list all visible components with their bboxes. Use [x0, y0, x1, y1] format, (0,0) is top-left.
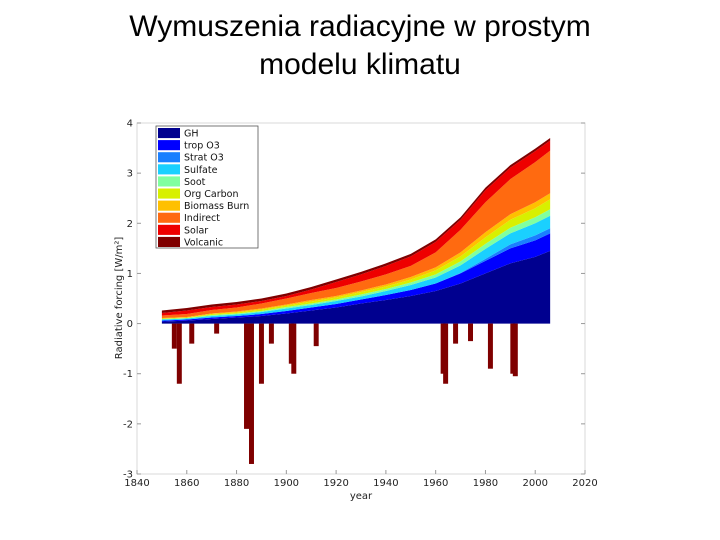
- series-area-indirect: [161, 150, 551, 319]
- series-area-org-carbon: [161, 199, 551, 320]
- legend-swatch: [158, 224, 180, 235]
- x-tick-label: 1940: [373, 478, 398, 489]
- x-tick-label: 1980: [473, 478, 498, 489]
- legend-label: GH: [184, 129, 199, 140]
- legend-label: Solar: [184, 225, 208, 236]
- slide-title: Wymuszenia radiacyjne w prostym modelu k…: [129, 10, 591, 81]
- plot-area: [161, 138, 551, 464]
- legend-swatch: [158, 128, 180, 139]
- legend-label: Sulfate: [184, 165, 218, 176]
- volcanic-spike: [189, 323, 195, 344]
- x-tick-label: 1880: [224, 478, 249, 489]
- volcanic-spike: [453, 323, 459, 344]
- x-tick-label: 1920: [323, 478, 348, 489]
- series-area-sulfate: [161, 215, 551, 321]
- y-axis-label: Radiative forcing [W/m²]: [114, 237, 125, 360]
- legend-label: Strat O3: [184, 153, 224, 164]
- legend-swatch: [158, 236, 180, 247]
- volcanic-spike: [244, 323, 249, 429]
- y-tick-label: 2: [127, 219, 133, 230]
- volcanic-spike: [249, 323, 254, 464]
- volcanic-spike: [468, 323, 473, 342]
- x-tick-label: 1900: [274, 478, 299, 489]
- series-area-trop-o3: [161, 233, 551, 322]
- volcanic-spike: [171, 323, 177, 349]
- legend-swatch: [158, 188, 180, 199]
- legend-label: trop O3: [184, 141, 220, 152]
- y-tick-label: -1: [123, 369, 133, 380]
- x-tick-label: 1960: [423, 478, 448, 489]
- legend-swatch: [158, 200, 180, 211]
- volcanic-spike: [443, 323, 449, 384]
- volcanic-spike: [512, 323, 518, 377]
- axes: 1840 1860 1880 1900 1920 1940 1960 1980 2000 2020…: [123, 119, 598, 490]
- volcanic-spike: [487, 323, 493, 369]
- series-area-solar: [161, 140, 551, 316]
- legend-label: Indirect: [184, 213, 220, 224]
- legend-label: Org Carbon: [184, 189, 239, 200]
- x-axis-label: year: [350, 491, 373, 502]
- volcanic-spike: [313, 323, 319, 347]
- legend-label: Volcanic: [184, 237, 223, 248]
- series-area-gh: [161, 250, 551, 324]
- legend-swatch: [158, 176, 180, 187]
- y-tick-label: 0: [127, 319, 133, 330]
- volcanic-spike: [176, 323, 182, 384]
- legend-swatch: [158, 212, 180, 223]
- volcanic-spike: [214, 323, 220, 334]
- volcanic-spike: [258, 323, 264, 384]
- legend-swatch: [158, 152, 180, 163]
- legend-swatch: [158, 164, 180, 175]
- x-tick-label: 2000: [522, 478, 547, 489]
- plot-frame: [136, 122, 586, 475]
- x-tick-label: 1840: [124, 478, 149, 489]
- legend-label: Soot: [184, 177, 206, 188]
- y-tick-label: -2: [123, 419, 133, 430]
- x-tick-label: 1860: [174, 478, 199, 489]
- legend-label: Biomass Burn: [184, 201, 249, 212]
- volcanic-spike: [268, 323, 274, 344]
- x-tick-label: 2020: [572, 478, 597, 489]
- y-tick-label: 3: [127, 169, 133, 180]
- y-tick-label: -3: [123, 470, 133, 481]
- y-tick-label: 4: [127, 119, 133, 130]
- y-tick-label: 1: [127, 269, 133, 280]
- legend-swatch: [158, 140, 180, 151]
- volcanic-spike: [291, 323, 297, 374]
